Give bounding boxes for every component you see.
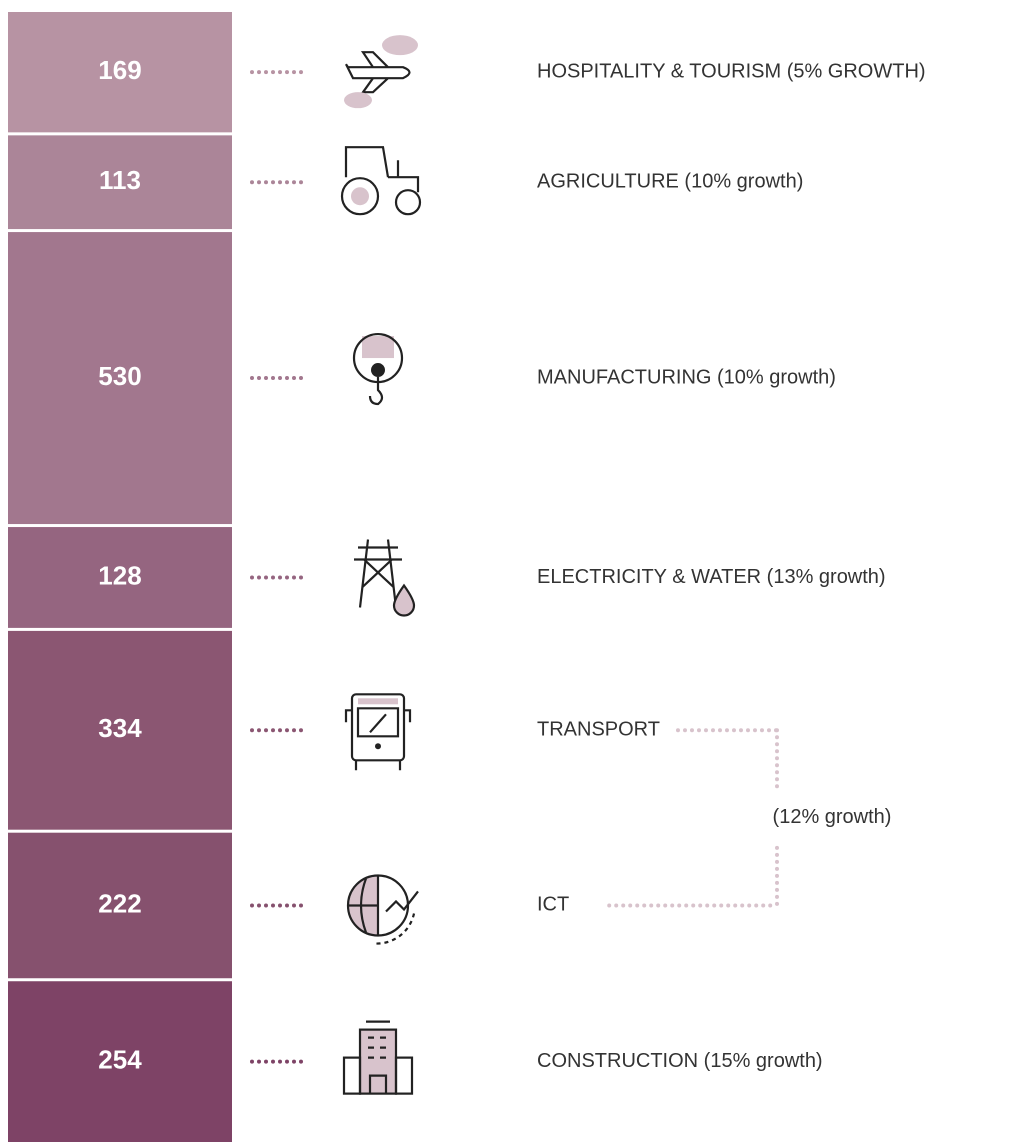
segment-value: 128	[98, 560, 141, 590]
icon	[344, 146, 420, 193]
sector-icon	[346, 874, 419, 945]
icon	[394, 1056, 414, 1095]
icon	[371, 363, 385, 378]
segment	[8, 832, 232, 979]
icon	[344, 707, 412, 771]
icon	[342, 1056, 362, 1095]
segment-value: 254	[98, 1044, 142, 1074]
segment	[8, 135, 232, 230]
segment-value: 222	[98, 888, 141, 918]
icon	[340, 177, 380, 216]
icon	[344, 92, 372, 109]
sector-icon	[344, 35, 418, 109]
segment-value: 113	[99, 165, 141, 195]
segment-value: 530	[98, 361, 141, 391]
group-annotation: (12% growth)	[773, 806, 892, 828]
icon	[368, 377, 384, 406]
segment	[8, 12, 232, 133]
icon	[358, 698, 398, 705]
icon	[385, 890, 419, 913]
sector-label: ICT	[537, 894, 569, 916]
sector-label: ELECTRICITY & WATER (13% growth)	[537, 566, 886, 588]
sector-icon	[344, 693, 412, 771]
icon	[394, 189, 422, 216]
icon	[394, 585, 414, 616]
sector-label: TRANSPORT	[537, 719, 660, 741]
icon	[345, 51, 411, 94]
segment	[8, 232, 232, 525]
sector-icon	[354, 539, 416, 617]
sector-label: CONSTRUCTION (15% growth)	[537, 1050, 823, 1072]
segment	[8, 527, 232, 628]
icon	[351, 187, 369, 206]
sector-label: HOSPITALITY & TOURISM (5% GROWTH)	[537, 60, 926, 82]
sector-label: MANUFACTURING (10% growth)	[537, 366, 836, 388]
icon	[366, 1020, 390, 1094]
sector-label: AGRICULTURE (10% growth)	[537, 170, 803, 192]
icon	[354, 539, 402, 608]
sector-icon	[340, 146, 422, 216]
icon	[373, 913, 416, 945]
segment-value: 169	[98, 55, 141, 85]
segment	[8, 630, 232, 830]
sector-icon	[352, 332, 404, 406]
sector-icon	[342, 1020, 414, 1095]
icon	[362, 336, 394, 359]
icon	[375, 743, 381, 750]
segment	[8, 981, 232, 1142]
icon	[360, 1029, 396, 1094]
segment-value: 334	[98, 713, 142, 743]
icon	[350, 693, 406, 762]
icon	[392, 583, 416, 617]
icon	[348, 875, 380, 936]
icon	[382, 35, 418, 56]
